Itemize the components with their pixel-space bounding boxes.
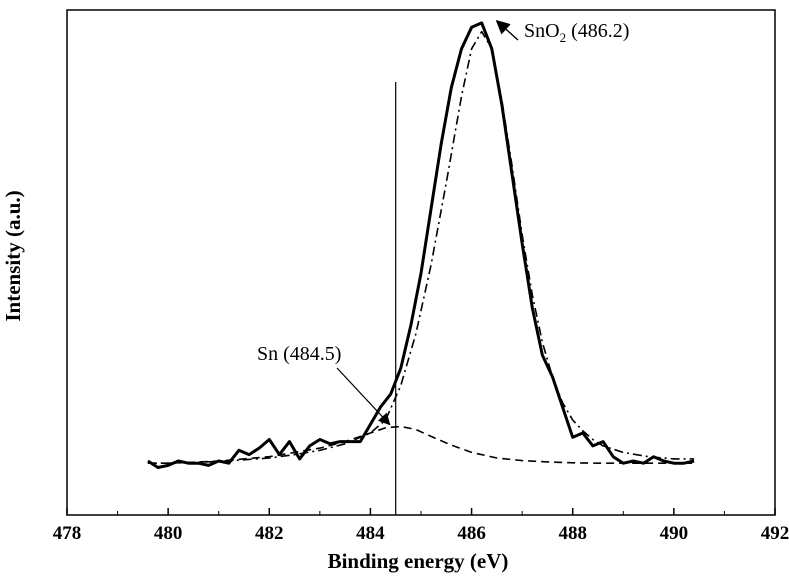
x-tick-label: 490 bbox=[660, 523, 689, 544]
sn-label: Sn (484.5) bbox=[257, 343, 341, 365]
sno2-label: SnO2 (486.2) bbox=[524, 20, 629, 45]
x-axis-label: Binding energy (eV) bbox=[328, 549, 509, 573]
plot-frame-group bbox=[66, 9, 776, 516]
plot-frame bbox=[66, 9, 776, 516]
series-line-dash-dot bbox=[147, 30, 695, 464]
x-tick-label: 486 bbox=[457, 523, 486, 544]
y-axis-label: Intensity (a.u.) bbox=[1, 190, 25, 321]
x-tick-group: 478 480 482 484 486 488 490 492 bbox=[53, 508, 789, 544]
sno2-arrow bbox=[495, 20, 519, 41]
series-line-dashed bbox=[147, 425, 695, 464]
annotation-group: SnO2 (486.2) Sn (484.5) bbox=[257, 20, 629, 426]
series-line-solid-thick bbox=[147, 21, 695, 469]
x-tick-label: 480 bbox=[154, 523, 183, 544]
sn-arrow bbox=[336, 367, 391, 426]
x-tick-label: 492 bbox=[761, 523, 789, 544]
x-tick-label: 478 bbox=[53, 523, 82, 544]
series-group bbox=[147, 21, 695, 469]
x-tick-label: 484 bbox=[356, 523, 385, 544]
x-tick-label: 488 bbox=[558, 523, 587, 544]
x-tick-label: 482 bbox=[255, 523, 284, 544]
